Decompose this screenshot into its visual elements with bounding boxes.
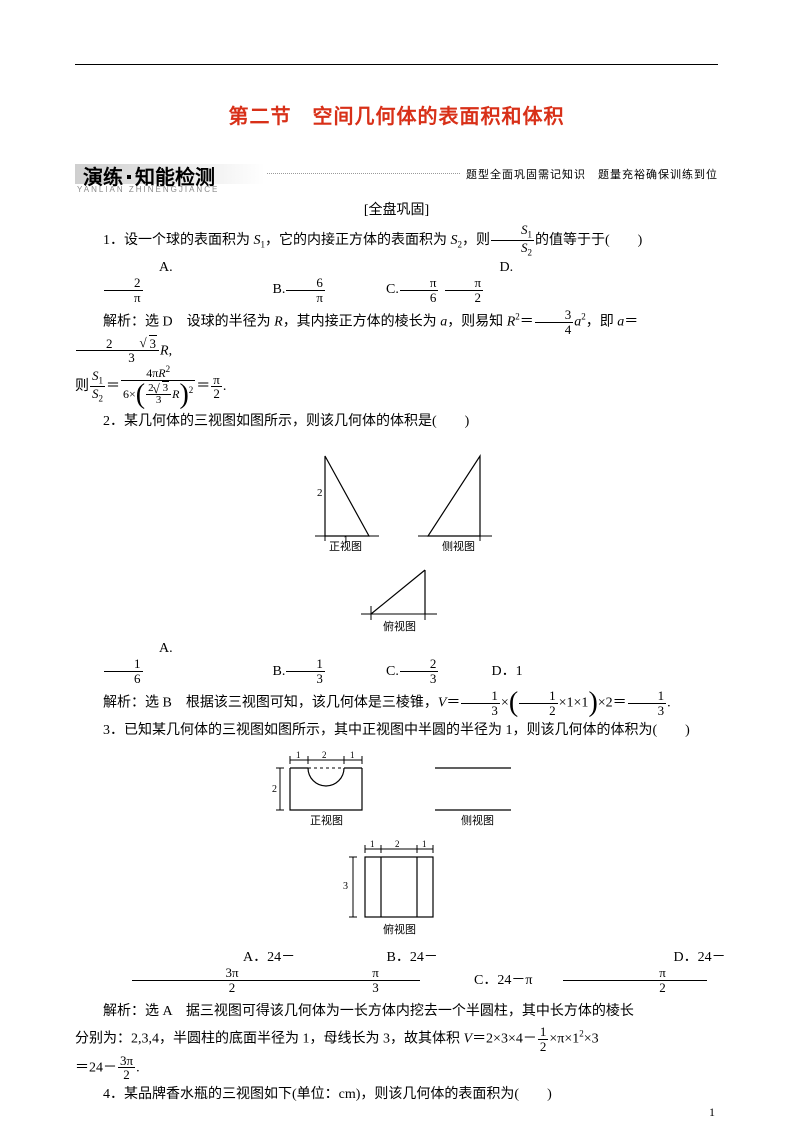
banner-dot-icon xyxy=(127,175,131,179)
q1-choices: A.2π B.6π C.π6 D.π2 xyxy=(75,260,718,304)
q2-B: B. xyxy=(245,664,286,680)
q2-top-label: 俯视图 xyxy=(383,619,416,633)
q2-C: C. xyxy=(358,664,399,680)
q3-side-label: 侧视图 xyxy=(461,813,494,827)
svg-text:3: 3 xyxy=(343,881,348,892)
practice-banner: 演练知能检测 YANLIAN ZHINENGJIANCE 题型全面巩固需记知识 … xyxy=(75,157,718,191)
q3-analysis-2: 分别为：2,3,4，半圆柱的底面半径为 1，母线长为 3，故其体积 V＝2×3×… xyxy=(75,1025,718,1053)
q2-front-label: 正视图 xyxy=(329,539,362,551)
q2-analysis: 解析：选 B 根据该三视图可知，该几何体是三棱锥，V＝13×(12×1×1)×2… xyxy=(75,689,718,717)
svg-text:2: 2 xyxy=(272,784,277,795)
svg-text:1: 1 xyxy=(422,839,427,849)
q3-figure-row-1: 1 2 1 2 正视图 侧视图 xyxy=(75,750,718,833)
q2-stem: 2．某几何体的三视图如图所示，则该几何体的体积是( ) xyxy=(75,409,718,436)
q1-analysis-2: 则S1S2＝4πR26×(233R)2＝π2. xyxy=(75,365,718,409)
q1-B: B. xyxy=(245,282,286,298)
banner-pinyin: YANLIAN ZHINENGJIANCE xyxy=(77,185,219,194)
q2-side-view: 侧视图 xyxy=(408,441,498,551)
q3-figure-row-2: 1 2 1 3 俯视图 xyxy=(75,839,718,944)
q1-analysis-1: 解析：选 D 设球的半径为 R，其内接正方体的棱长为 a，则易知 R2＝34a2… xyxy=(75,308,718,365)
q1-C: C. xyxy=(358,282,399,298)
q4-stem: 4．某品牌香水瓶的三视图如下(单位：cm)，则该几何体的表面积为( ) xyxy=(75,1082,718,1109)
q3-C: C．24－π xyxy=(418,969,558,989)
subheader: [全盘巩固] xyxy=(75,199,718,219)
sym-s1: S xyxy=(254,233,261,248)
q3-top-label: 俯视图 xyxy=(383,922,416,936)
q1-D: D. xyxy=(472,260,514,276)
q3-analysis-1: 解析：选 A 据三视图可得该几何体为一长方体内挖去一个半圆柱，其中长方体的棱长 xyxy=(75,999,718,1026)
q1-A: A. xyxy=(131,260,173,276)
svg-text:2: 2 xyxy=(395,839,400,849)
q3-choices: A．24－3π2 B．24－π3 C．24－π D．24－π2 xyxy=(75,946,718,994)
q1-stem-d: 的值等于于( ) xyxy=(535,233,642,248)
svg-text:1: 1 xyxy=(296,750,301,760)
q2-D: D．1 xyxy=(464,660,574,680)
svg-text:2: 2 xyxy=(322,750,327,760)
q2-front-view: 2 1 正视图 xyxy=(295,441,385,551)
q3-side-view: 侧视图 xyxy=(413,750,533,828)
q2-dim-2: 2 xyxy=(317,487,323,499)
q1-stem-b: ，它的内接正方体的表面积为 xyxy=(265,233,451,248)
q2-side-label: 侧视图 xyxy=(442,539,475,551)
svg-text:1: 1 xyxy=(350,750,355,760)
q3-analysis-3: ＝24－3π2. xyxy=(75,1054,718,1082)
q3-top-view: 1 2 1 3 俯视图 xyxy=(327,839,467,939)
section-title: 第二节 空间几何体的表面积和体积 xyxy=(75,100,718,129)
top-rule xyxy=(75,64,718,65)
q1-stem: 1．设一个球的表面积为 S1，它的内接正方体的表面积为 S2，则S1S2的值等于… xyxy=(75,223,718,258)
q3-stem: 3．已知某几何体的三视图如图所示，其中正视图中半圆的半径为 1，则该几何体的体积… xyxy=(75,718,718,745)
q2-figure-row-1: 2 1 正视图 侧视图 xyxy=(75,441,718,556)
banner-slogan: 题型全面巩固需记知识 题量充裕确保训练到位 xyxy=(460,166,718,182)
page-number: 1 xyxy=(709,1105,715,1120)
q1-stem-c: ，则 xyxy=(462,233,490,248)
q3-B: B．24－ xyxy=(331,946,471,966)
svg-text:1: 1 xyxy=(370,839,375,849)
q2-A: A. xyxy=(131,641,173,657)
q3-D: D．24－ xyxy=(618,946,758,966)
sym-s2: S xyxy=(451,233,458,248)
q2-choices: A.16 B.13 C.23 D．1 xyxy=(75,641,718,685)
q2-figure-row-2: 俯视图 xyxy=(75,562,718,639)
q2-top-view: 俯视图 xyxy=(347,562,447,634)
q3-front-view: 1 2 1 2 正视图 xyxy=(260,750,390,828)
q3-front-label: 正视图 xyxy=(310,813,343,827)
page: 第二节 空间几何体的表面积和体积 演练知能检测 YANLIAN ZHINENGJ… xyxy=(0,0,793,1148)
q1-stem-a: 1．设一个球的表面积为 xyxy=(103,233,254,248)
